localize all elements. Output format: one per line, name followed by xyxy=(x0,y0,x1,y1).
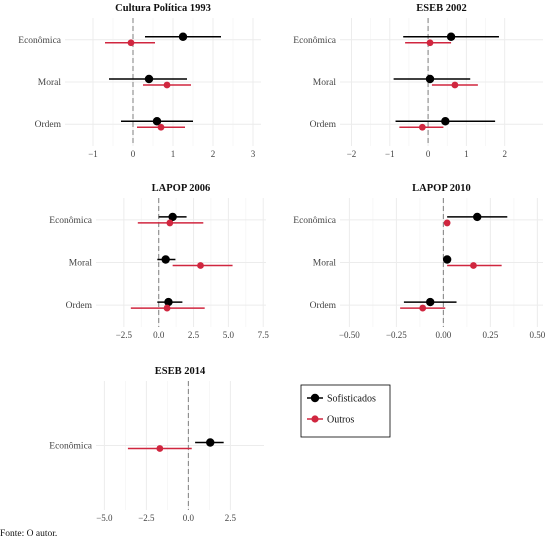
point-sofisticados xyxy=(152,117,162,126)
legend-label: Sofisticados xyxy=(327,394,376,405)
x-tick-label: 0.25 xyxy=(482,330,498,340)
legend-key-point xyxy=(310,393,320,403)
point-outros xyxy=(163,304,171,312)
y-tick-label: Ordem xyxy=(66,301,93,311)
legend-key-point xyxy=(311,415,319,423)
y-tick-label: Moral xyxy=(313,78,337,88)
point-outros xyxy=(470,262,477,269)
x-tick-label: 2 xyxy=(502,149,507,159)
x-tick-label: 3 xyxy=(251,149,256,159)
point-outros xyxy=(163,81,171,89)
x-tick-label: −2.5 xyxy=(138,513,155,523)
point-sofisticados xyxy=(161,255,170,264)
point-outros xyxy=(127,39,135,47)
x-tick-label: 2.5 xyxy=(225,513,237,523)
source-note: Fonte: O autor. xyxy=(0,529,58,539)
point-sofisticados xyxy=(441,117,450,126)
y-tick-label: Ordem xyxy=(35,120,62,130)
x-tick-label: −1 xyxy=(385,149,395,159)
y-tick-label: Econômica xyxy=(18,36,62,46)
point-sofisticados xyxy=(164,297,173,307)
panel-1: Cultura Política 1993 Econômica Moral Ordem… xyxy=(18,3,261,159)
legend: Sofisticados Outros xyxy=(300,384,391,438)
x-tick-label: 0.50 xyxy=(529,330,545,340)
point-outros xyxy=(156,445,164,452)
point-sofisticados xyxy=(426,297,435,307)
point-sofisticados xyxy=(425,74,435,84)
y-tick-label: Moral xyxy=(69,259,93,269)
point-outros xyxy=(443,219,451,227)
x-tick-label: 5.0 xyxy=(223,330,235,340)
y-tick-label: Econômica xyxy=(49,216,93,226)
x-tick-label: 0 xyxy=(426,149,431,159)
y-tick-label: Moral xyxy=(38,78,62,88)
legend-box xyxy=(300,384,391,438)
panel-title: LAPOP 2010 xyxy=(412,183,471,194)
x-tick-label: −2 xyxy=(347,149,357,159)
x-tick-label: 7.5 xyxy=(258,330,270,340)
point-sofisticados xyxy=(442,255,452,264)
x-tick-label: −0.50 xyxy=(339,330,360,340)
panel-title: ESEB 2002 xyxy=(416,3,466,14)
point-outros xyxy=(426,39,434,47)
point-outros xyxy=(451,81,459,89)
y-tick-label: Moral xyxy=(313,259,337,269)
point-outros xyxy=(419,304,427,312)
panel-5: ESEB 2014 Econômica −5.0 −2.5 0.0 2.5 xyxy=(49,366,264,523)
x-tick-label: 0.0 xyxy=(153,330,165,340)
point-sofisticados xyxy=(178,32,188,41)
x-tick-label: −2.5 xyxy=(116,330,133,340)
y-tick-label: Econômica xyxy=(293,36,337,46)
point-sofisticados xyxy=(446,32,456,41)
point-sofisticados xyxy=(168,212,177,222)
x-tick-label: 0.00 xyxy=(436,330,452,340)
panel-4: LAPOP 2010 Econômica Moral Ordem −0.50 −0.25 0… xyxy=(293,183,545,340)
x-tick-label: −5.0 xyxy=(96,513,113,523)
x-tick-label: 1 xyxy=(171,149,176,159)
y-tick-label: Ordem xyxy=(310,301,337,311)
y-tick-label: Econômica xyxy=(49,442,93,452)
point-sofisticados xyxy=(206,438,215,447)
x-tick-label: 0 xyxy=(131,149,136,159)
point-outros xyxy=(166,219,174,227)
y-tick-label: Ordem xyxy=(310,120,337,130)
y-tick-label: Econômica xyxy=(293,216,337,226)
legend-label: Outros xyxy=(327,415,354,426)
panel-2: ESEB 2002 Econômica Moral Ordem −2 −1 0 1 2 xyxy=(293,3,543,159)
point-outros xyxy=(418,123,426,131)
panel-3: LAPOP 2006 Econômica Moral Ordem −2.5 0.0 2.5 5… xyxy=(49,183,269,340)
point-outros xyxy=(157,123,165,131)
x-tick-label: 2.5 xyxy=(188,330,200,340)
point-outros xyxy=(197,262,204,269)
panel-title: ESEB 2014 xyxy=(155,366,206,377)
point-sofisticados xyxy=(473,212,482,222)
panel-title: Cultura Política 1993 xyxy=(115,3,211,14)
x-tick-label: 0.0 xyxy=(183,513,195,523)
x-tick-label: 1 xyxy=(464,149,469,159)
panel-title: LAPOP 2006 xyxy=(152,183,211,194)
x-tick-label: 2 xyxy=(211,149,216,159)
x-tick-label: −0.25 xyxy=(386,330,407,340)
x-tick-label: −1 xyxy=(88,149,98,159)
point-sofisticados xyxy=(144,74,154,84)
